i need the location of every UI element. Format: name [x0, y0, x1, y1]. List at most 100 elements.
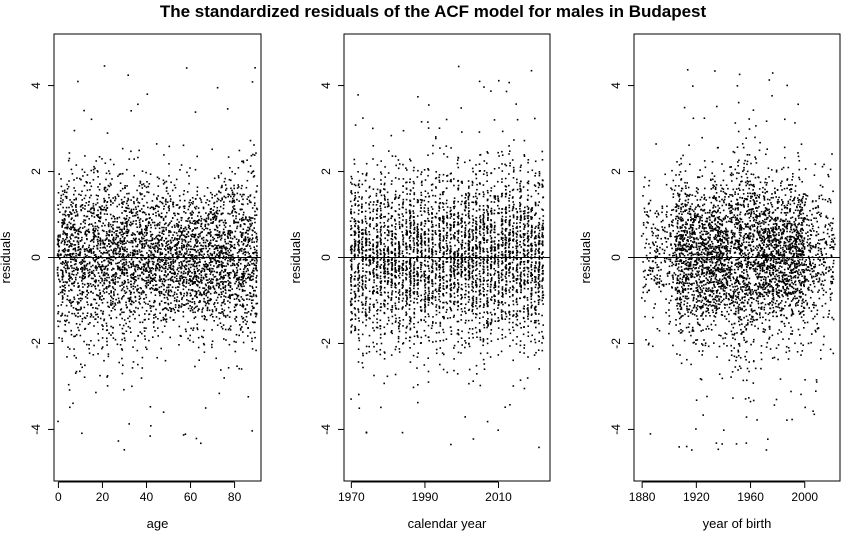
scatter-point [101, 278, 103, 280]
scatter-point [104, 274, 106, 277]
scatter-point [380, 171, 382, 173]
scatter-point [66, 295, 69, 297]
scatter-point [84, 296, 87, 298]
scatter-point [130, 311, 133, 313]
scatter-point [67, 261, 69, 263]
scatter-point [129, 311, 132, 313]
scatter-point [94, 225, 97, 228]
scatter-point [70, 238, 72, 240]
scatter-point [147, 224, 150, 227]
scatter-point [120, 268, 123, 271]
scatter-point [245, 216, 247, 219]
scatter-point [81, 236, 83, 239]
scatter-point [112, 287, 115, 290]
scatter-point [449, 206, 452, 209]
scatter-point [189, 279, 192, 281]
scatter-point [166, 257, 169, 259]
scatter-point [96, 307, 99, 310]
scatter-point [236, 192, 239, 195]
scatter-point [208, 291, 210, 293]
scatter-point [191, 301, 193, 303]
scatter-point [254, 248, 256, 251]
scatter-point [129, 274, 132, 276]
scatter-point [227, 250, 229, 252]
scatter-point [242, 341, 245, 344]
scatter-point [84, 255, 87, 258]
scatter-point [114, 276, 116, 279]
scatter-point [350, 284, 352, 286]
scatter-point [74, 268, 77, 271]
scatter-point [74, 229, 77, 231]
scatter-point [229, 213, 231, 215]
scatter-point [227, 257, 230, 259]
scatter-point [519, 201, 521, 204]
scatter-point [57, 242, 60, 244]
scatter-point [233, 187, 235, 190]
scatter-point [244, 240, 247, 242]
scatter-point [71, 301, 73, 304]
scatter-point [227, 296, 230, 299]
scatter-point [61, 249, 64, 252]
scatter-point [409, 347, 411, 349]
scatter-point [98, 250, 101, 252]
scatter-point [97, 316, 99, 318]
scatter-point [108, 170, 110, 172]
scatter-point [153, 301, 155, 304]
scatter-point [135, 220, 137, 222]
scatter-point [165, 190, 168, 192]
scatter-point [139, 297, 142, 300]
y-tick-label: 4 [319, 82, 333, 89]
scatter-point [376, 256, 378, 259]
scatter-point [84, 232, 86, 234]
scatter-point [139, 223, 142, 226]
scatter-point [147, 263, 150, 265]
scatter-point [151, 200, 154, 202]
scatter-point [64, 264, 67, 267]
scatter-point [168, 266, 171, 269]
scatter-point [94, 275, 96, 277]
scatter-point [253, 256, 256, 259]
scatter-point [74, 248, 77, 251]
scatter-point [141, 279, 144, 281]
scatter-point [117, 175, 119, 177]
scatter-point [168, 231, 170, 234]
scatter-point [468, 298, 471, 301]
scatter-point [134, 269, 136, 272]
scatter-point [165, 259, 168, 262]
scatter-point [240, 296, 243, 298]
scatter-point [255, 315, 257, 318]
scatter-point [152, 247, 155, 250]
y-tick-label: 0 [29, 254, 43, 261]
scatter-point [84, 317, 87, 319]
scatter-point [119, 182, 122, 184]
scatter-point [252, 230, 254, 232]
scatter-point [183, 270, 185, 273]
scatter-point [97, 255, 100, 258]
scatter-point [89, 316, 92, 318]
scatter-point [197, 277, 200, 279]
scatter-point [373, 268, 375, 270]
scatter-point [162, 179, 165, 182]
scatter-point [155, 264, 157, 267]
scatter-point [476, 247, 478, 250]
scatter-point [167, 303, 170, 306]
scatter-point [409, 292, 411, 294]
scatter-point [126, 254, 129, 256]
scatter-point [220, 252, 222, 254]
scatter-point [64, 249, 67, 252]
scatter-point [439, 258, 441, 261]
scatter-point [57, 312, 59, 315]
scatter-point [99, 247, 102, 249]
scatter-point [358, 262, 360, 265]
scatter-point [174, 186, 177, 189]
scatter-point [515, 316, 517, 318]
scatter-point [116, 293, 119, 296]
scatter-point [113, 241, 116, 244]
scatter-point [109, 245, 112, 247]
scatter-point [238, 149, 241, 152]
scatter-point [144, 264, 146, 266]
scatter-point [512, 240, 515, 242]
scatter-point [180, 261, 182, 263]
scatter-point [224, 219, 226, 222]
scatter-point [114, 278, 116, 281]
